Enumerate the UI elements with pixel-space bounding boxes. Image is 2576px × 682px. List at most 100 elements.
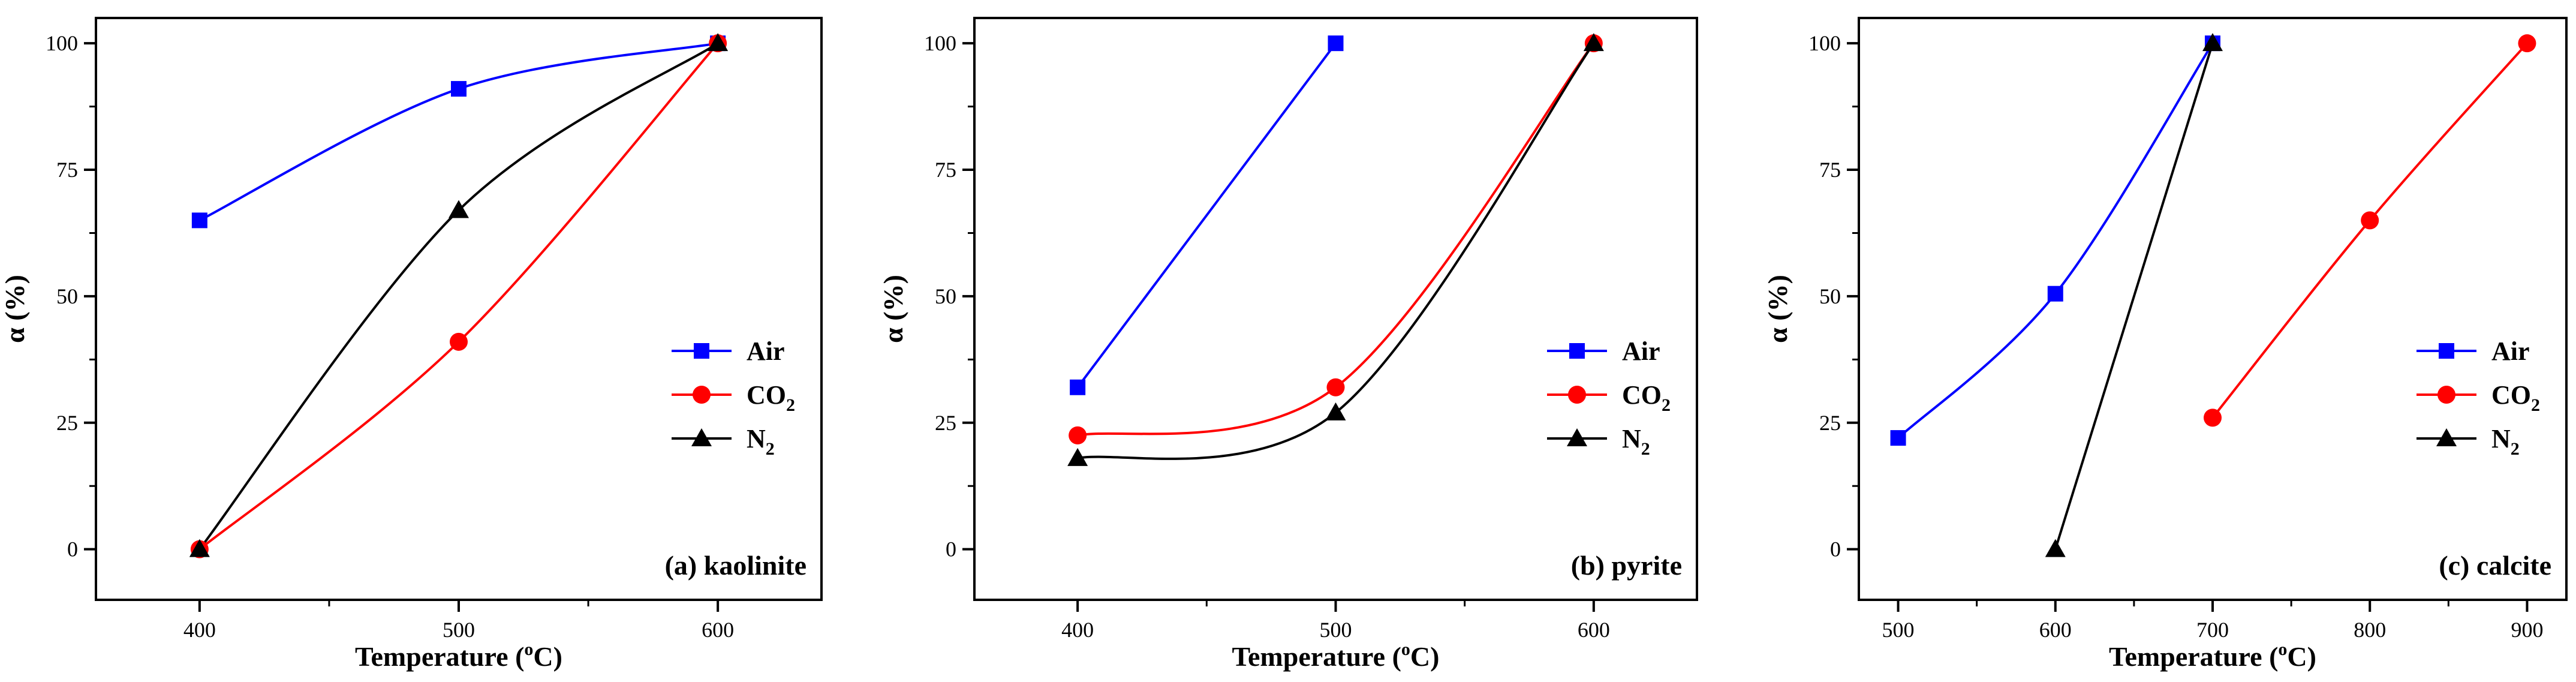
y-tick-label: 100	[1808, 31, 1841, 55]
y-tick-label: 75	[1819, 158, 1841, 182]
data-point-N2	[1583, 33, 1604, 52]
data-point-N2	[708, 33, 729, 52]
y-tick-label: 25	[935, 411, 956, 435]
y-tick-label: 25	[1819, 411, 1841, 435]
x-tick-label: 500	[1320, 618, 1352, 642]
data-point-N2	[1325, 402, 1346, 420]
data-point-N2	[1067, 447, 1088, 466]
x-tick-label: 600	[2039, 618, 2072, 642]
data-point-Air	[1070, 379, 1086, 395]
chart-panel-1: 400 500 600 0 25 50 75 100 Temperature (oC) α (%)…	[878, 17, 1698, 672]
legend-label-sub: 2	[2531, 395, 2540, 415]
y-tick-label: 100	[46, 31, 78, 55]
x-axis-label-sup: o	[2278, 639, 2287, 659]
x-axis-label-text: Temperature (	[1232, 641, 1401, 672]
y-tick-label: 0	[67, 537, 78, 561]
legend-label-base: N	[1622, 424, 1641, 453]
series-line-CO2	[198, 42, 719, 551]
x-axis-label: Temperature (oC)	[1232, 639, 1440, 672]
y-axis-label: α (%)	[878, 275, 908, 343]
legend-label-CO2: CO2	[2491, 380, 2540, 415]
panel-title: (a) kaolinite	[665, 550, 806, 581]
legend-label-base: N	[2491, 424, 2511, 453]
x-axis-label: Temperature (oC)	[355, 639, 562, 672]
data-point-N2	[2045, 539, 2066, 557]
y-tick-label: 75	[56, 158, 78, 182]
legend-label-sub: 2	[766, 439, 775, 459]
legend-marker-CO2	[1568, 386, 1586, 404]
legend-label-Air: Air	[1622, 337, 1660, 366]
legend-label-N2: N2	[1622, 424, 1650, 459]
data-point-CO2	[2361, 211, 2379, 230]
legend-label-base: Air	[1622, 337, 1660, 366]
data-point-N2	[189, 539, 210, 557]
legend-label-sub: 2	[1662, 395, 1671, 415]
data-point-Air	[1328, 35, 1344, 52]
legend-marker-Air	[2439, 343, 2454, 359]
legend-marker-CO2	[693, 386, 711, 404]
y-tick-label: 50	[56, 284, 78, 308]
data-point-CO2	[2518, 34, 2536, 53]
x-tick-label: 600	[702, 618, 734, 642]
panel-title: (c) calcite	[2439, 550, 2551, 581]
x-axis-label-unit: C)	[2287, 641, 2316, 672]
y-tick-label: 25	[56, 411, 78, 435]
series-line-Air	[1897, 43, 2214, 439]
series-line-N2	[2054, 43, 2214, 550]
x-tick-label: 500	[443, 618, 475, 642]
x-tick-label: 700	[2196, 618, 2229, 642]
data-point-CO2	[1069, 426, 1087, 444]
series-line-N2	[198, 42, 719, 550]
x-axis-label-unit: C)	[533, 641, 562, 672]
legend-marker-N2	[1567, 428, 1587, 446]
legend-marker-Air	[1569, 343, 1585, 359]
series-line-Air	[1076, 42, 1337, 388]
legend-label-CO2: CO2	[747, 380, 795, 415]
chart-panel-0: 400 500 600 0 25 50 75 100 Temperature (oC) α (%)…	[0, 17, 823, 672]
legend-label-base: Air	[747, 337, 785, 366]
legend-label-base: CO	[747, 380, 786, 410]
plot-frame	[95, 17, 823, 601]
series-line-CO2	[2211, 42, 2528, 419]
legend-label-base: N	[747, 424, 766, 453]
x-tick-label: 500	[1882, 618, 1915, 642]
legend-marker-CO2	[2437, 386, 2455, 404]
legend-label-sub: 2	[2511, 439, 2520, 459]
legend-marker-Air	[694, 343, 709, 359]
data-point-N2	[449, 200, 469, 218]
y-tick-label: 100	[924, 31, 956, 55]
legend-label-CO2: CO2	[1622, 380, 1671, 415]
data-point-Air	[451, 81, 467, 97]
x-axis-label-sup: o	[524, 639, 533, 659]
x-axis-label-text: Temperature (	[2109, 641, 2278, 672]
plot-frame	[1858, 17, 2568, 601]
legend-label-base: Air	[2491, 337, 2530, 366]
x-tick-label: 900	[2511, 618, 2543, 642]
series-line-Air	[198, 42, 718, 222]
x-tick-label: 600	[1578, 618, 1610, 642]
legend-label-Air: Air	[747, 337, 785, 366]
data-point-CO2	[1326, 378, 1345, 396]
x-axis-label-text: Temperature (	[355, 641, 524, 672]
y-axis-label: α (%)	[0, 275, 30, 343]
y-tick-label: 50	[1819, 284, 1841, 308]
legend-label-N2: N2	[747, 424, 775, 459]
x-tick-label: 400	[1061, 618, 1094, 642]
x-axis-label: Temperature (oC)	[2109, 639, 2316, 672]
legend-marker-N2	[2436, 428, 2457, 446]
x-tick-label: 400	[183, 618, 216, 642]
y-tick-label: 0	[946, 537, 956, 561]
data-point-CO2	[2204, 408, 2222, 427]
y-tick-label: 75	[935, 158, 956, 182]
x-axis-label-sup: o	[1401, 639, 1410, 659]
data-point-Air	[1890, 430, 1906, 446]
y-axis-label: α (%)	[1762, 275, 1793, 343]
x-tick-label: 800	[2354, 618, 2386, 642]
legend-label-sub: 2	[786, 395, 795, 415]
panel-title: (b) pyrite	[1571, 550, 1682, 581]
data-point-Air	[191, 212, 207, 229]
y-tick-label: 0	[1830, 537, 1841, 561]
series-line-N2	[1077, 43, 1595, 460]
